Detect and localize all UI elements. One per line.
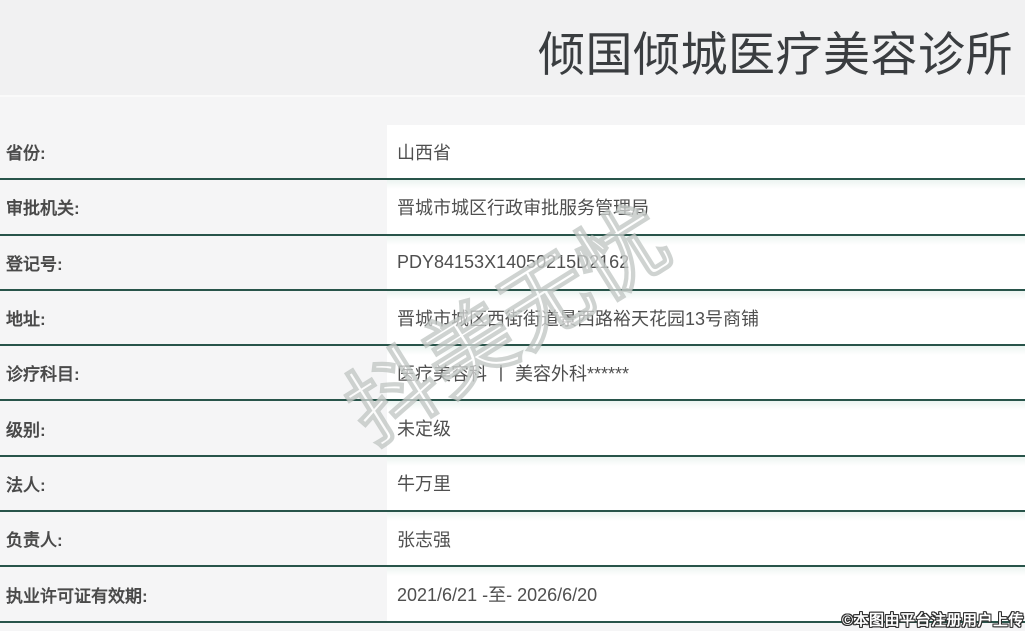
row-label: 地址: bbox=[6, 310, 46, 330]
row-value: 2021/6/21 -至- 2026/6/20 bbox=[387, 567, 1025, 621]
table-row: 诊疗科目: 医疗美容科 丨 美容外科****** bbox=[0, 346, 1025, 402]
row-value: 山西省 bbox=[387, 125, 1025, 179]
table-row: 级别: 未定级 bbox=[0, 401, 1025, 457]
row-label: 审批机关: bbox=[6, 199, 80, 219]
row-label: 登记号: bbox=[6, 254, 63, 274]
row-value: 晋城市城区行政审批服务管理局 bbox=[387, 180, 1025, 234]
row-value: 晋城市城区西街街道景西路裕天花园13号商铺 bbox=[387, 290, 1025, 345]
row-value: 医疗美容科 丨 美容外科****** bbox=[387, 346, 1025, 400]
row-value: 未定级 bbox=[387, 401, 1025, 455]
row-label: 省份: bbox=[6, 144, 46, 164]
clinic-title: 倾国倾城医疗美容诊所 bbox=[538, 28, 1013, 81]
row-label: 诊疗科目: bbox=[6, 365, 80, 385]
row-label: 负责人: bbox=[6, 531, 63, 551]
row-label: 法人: bbox=[6, 475, 46, 495]
table-row: 登记号: PDY84153X14050215D2162 bbox=[0, 235, 1025, 291]
row-label: 级别: bbox=[6, 420, 46, 440]
table-row: 审批机关: 晋城市城区行政审批服务管理局 bbox=[0, 180, 1025, 236]
row-value: PDY84153X14050215D2162 bbox=[387, 235, 1025, 289]
table-row: 负责人: 张志强 bbox=[0, 512, 1025, 568]
row-label: 执业许可证有效期: bbox=[6, 586, 148, 606]
table-row: 地址: 晋城市城区西街街道景西路裕天花园13号商铺 bbox=[0, 290, 1025, 347]
row-value: 牛万里 bbox=[387, 456, 1025, 511]
copyright-notice: ©本图由平台注册用户上传 bbox=[841, 612, 1024, 629]
table-row: 执业许可证有效期: 2021/6/21 -至- 2026/6/20 bbox=[0, 567, 1025, 623]
page-header: 倾国倾城医疗美容诊所 bbox=[0, 0, 1025, 97]
table-row: 省份: 山西省 bbox=[0, 125, 1025, 181]
row-value: 张志强 bbox=[387, 512, 1025, 566]
clinic-info-table: 省份: 山西省 审批机关: 晋城市城区行政审批服务管理局 登记号: PDY841… bbox=[0, 125, 1025, 623]
table-row: 法人: 牛万里 bbox=[0, 456, 1025, 513]
